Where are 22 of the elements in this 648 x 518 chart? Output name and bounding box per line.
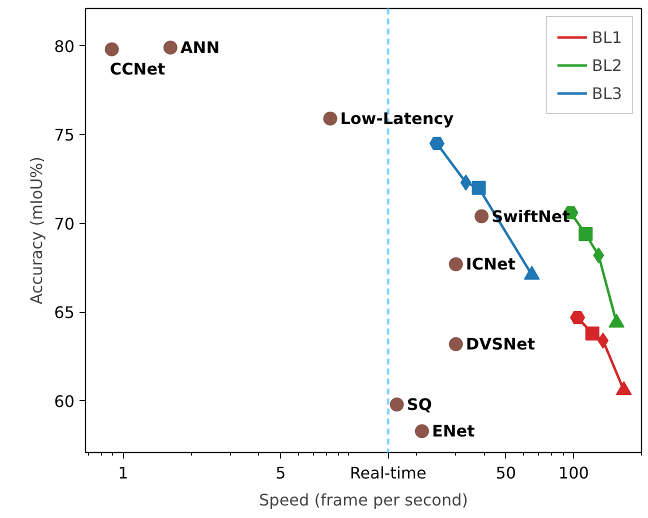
legend-label: BL1 xyxy=(592,28,622,46)
annotation: CCNet xyxy=(110,59,166,78)
y-tick-label: 75 xyxy=(54,126,74,145)
x-tick-label: 5 xyxy=(276,464,286,482)
y-tick-label: 80 xyxy=(54,36,74,56)
x-tick-label: 1 xyxy=(118,464,128,482)
annotation: ICNet xyxy=(466,254,516,274)
y-tick-label: 65 xyxy=(54,303,74,322)
annotation: Low-Latency xyxy=(340,109,454,128)
annotation: ANN xyxy=(180,38,220,58)
x-tick-label: Real-time xyxy=(350,464,426,482)
y-axis-title: Accuracy (mIoU%) xyxy=(27,156,46,304)
legend-label: BL2 xyxy=(592,56,622,74)
x-axis-title: Speed (frame per second) xyxy=(259,490,468,510)
y-tick-label: 60 xyxy=(54,392,74,411)
y-tick-label: 70 xyxy=(54,214,74,234)
annotation: DVSNet xyxy=(466,334,536,354)
legend-label: BL3 xyxy=(592,84,622,102)
annotation: ENet xyxy=(432,422,476,441)
annotation: SQ xyxy=(406,395,432,414)
x-tick-label: 100 xyxy=(558,464,589,482)
x-tick-label: 50 xyxy=(496,464,516,482)
